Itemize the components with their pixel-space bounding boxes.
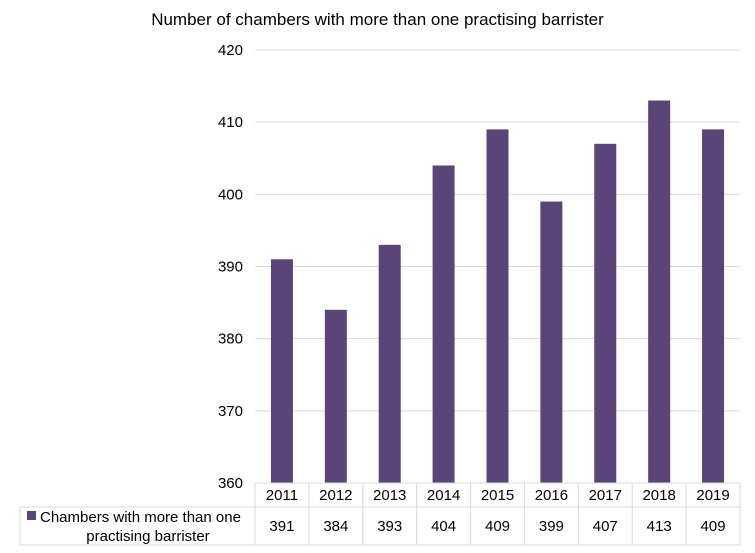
bar-2014	[432, 165, 455, 483]
data-label: 404	[431, 518, 456, 535]
y-tick-label: 410	[218, 114, 243, 131]
data-label: 407	[593, 518, 618, 535]
bar-2011	[270, 259, 293, 483]
y-tick-label: 380	[218, 331, 243, 348]
x-tick-label: 2017	[589, 487, 622, 504]
data-label: 409	[485, 518, 510, 535]
bar-2016	[540, 201, 563, 484]
bars	[270, 100, 725, 484]
x-tick-label: 2019	[696, 487, 729, 504]
x-tick-label: 2016	[535, 487, 568, 504]
y-tick-label: 360	[218, 475, 243, 492]
bar-2015	[486, 129, 509, 483]
y-tick-label: 370	[218, 403, 243, 420]
x-tick-label: 2011	[266, 487, 298, 504]
bar-2012	[324, 309, 347, 483]
legend-label: Chambers with more than one	[40, 509, 241, 526]
legend-label: practising barrister	[86, 528, 209, 545]
x-tick-label: 2018	[642, 487, 675, 504]
bar-2013	[378, 244, 401, 483]
data-table: 2011 391 2012 384 2013 393 2014 404 2015 409 2016 3…	[19, 482, 741, 546]
x-tick-label: 2015	[481, 487, 514, 504]
data-label: 393	[377, 518, 402, 535]
legend-swatch	[27, 511, 36, 520]
y-axis: 360 370 380 390 400 410 420	[218, 42, 243, 492]
bar-2018	[648, 100, 671, 484]
chart-title: Number of chambers with more than one pr…	[151, 10, 604, 29]
bar-2017	[594, 143, 617, 484]
data-label: 413	[647, 518, 672, 535]
x-tick-label: 2013	[373, 487, 406, 504]
data-label: 384	[323, 518, 348, 535]
bar-2019	[702, 129, 725, 483]
y-tick-label: 390	[218, 259, 243, 276]
data-label: 391	[269, 518, 294, 535]
y-tick-label: 400	[218, 186, 243, 203]
x-tick-label: 2014	[427, 487, 460, 504]
x-tick-label: 2012	[319, 487, 352, 504]
y-tick-label: 420	[218, 42, 243, 59]
data-label: 409	[701, 518, 726, 535]
data-label: 399	[539, 518, 564, 535]
